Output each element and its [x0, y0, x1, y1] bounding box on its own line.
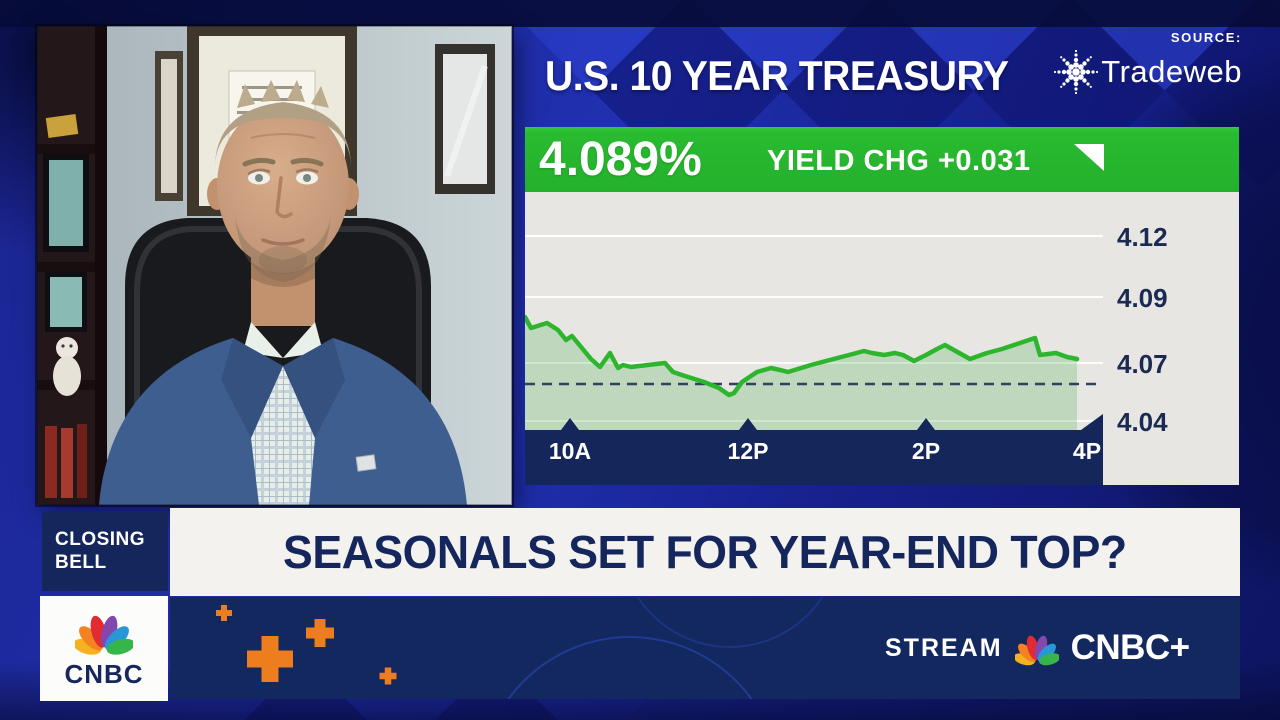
bookshelf — [37, 26, 107, 505]
nbc-peacock-icon — [1014, 635, 1059, 666]
stream-brand: CNBC+ — [1070, 628, 1191, 667]
y-tick-label: 4.07 — [1117, 349, 1168, 379]
yield-area-fill — [525, 317, 1077, 430]
yield-change: YIELD CHG +0.031 — [767, 145, 1031, 177]
nbc-peacock-icon — [75, 615, 133, 655]
y-tick-label: 4.04 — [1117, 407, 1168, 437]
headline-text: SEASONALS SET FOR YEAR-END TOP? — [283, 526, 1127, 578]
yield-line — [525, 314, 1080, 398]
stream-promo: STREAM CNBC+ — [885, 597, 1190, 699]
x-tick-label: 12P — [727, 438, 769, 464]
branding-band: STREAM CNBC+ — [170, 597, 1240, 699]
y-tick-label: 4.12 — [1117, 222, 1168, 252]
source-name: Tradeweb — [1101, 54, 1242, 89]
x-axis-band — [525, 414, 1103, 485]
down-triangle-icon — [1074, 144, 1104, 171]
source-attribution: SOURCE: Tradeweb — [1040, 30, 1242, 95]
show-badge-line: CLOSING — [55, 529, 146, 551]
starburst-icon — [1054, 49, 1099, 95]
guest-video-scene — [37, 26, 512, 505]
yield-quote-bar: 4.089% YIELD CHG +0.031 — [525, 127, 1239, 192]
orange-plus-shapes — [216, 605, 397, 685]
show-badge: CLOSING BELL — [42, 512, 168, 591]
instrument-title: U.S. 10 YEAR TREASURY — [545, 52, 1009, 99]
cnbc-logo-box: CNBC — [40, 596, 168, 701]
cnbc-wordmark: CNBC — [64, 659, 144, 689]
x-tick-label: 2P — [911, 438, 941, 464]
guest-person — [99, 80, 467, 505]
y-tick-label: 4.09 — [1117, 283, 1168, 313]
band-decoration — [216, 597, 824, 699]
yield-value: 4.089% — [539, 133, 702, 186]
x-tick-label: 4P — [1072, 438, 1102, 464]
show-badge-line: BELL — [55, 551, 107, 573]
source-label: SOURCE: — [1170, 30, 1242, 45]
yield-chart-svg — [525, 235, 1103, 485]
yield-chart: 4.12 4.09 4.07 4.04 10A 12P 2P 4P — [525, 192, 1239, 485]
guest-video — [37, 26, 512, 505]
stream-label: STREAM — [885, 633, 1003, 662]
x-tick-label: 10A — [548, 438, 592, 464]
treasury-quote-panel: 4.089% YIELD CHG +0.031 — [525, 127, 1239, 485]
headline-bar: SEASONALS SET FOR YEAR-END TOP? — [170, 508, 1240, 596]
gridlines — [525, 235, 1103, 422]
